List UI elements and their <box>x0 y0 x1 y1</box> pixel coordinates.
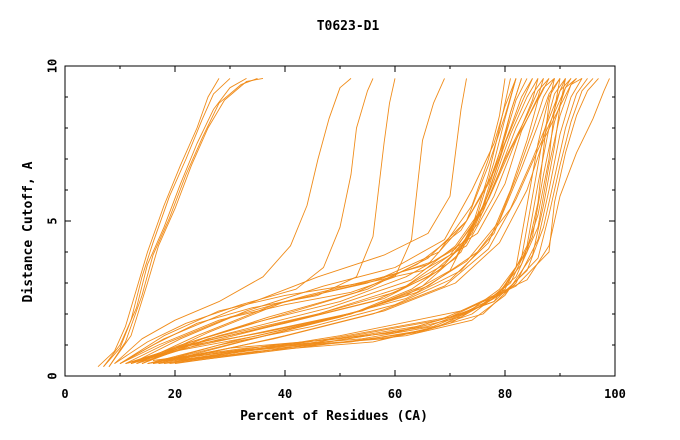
y-tick-label: 0 <box>46 372 60 379</box>
curve-m41 <box>136 78 539 365</box>
curve-m27 <box>169 78 583 365</box>
curve-m5 <box>108 77 264 367</box>
curve-m8 <box>119 78 396 364</box>
curve-m28 <box>174 78 588 365</box>
x-axis-label: Percent of Residues (CA) <box>240 409 428 424</box>
curve-m4 <box>108 77 258 367</box>
curve-m31 <box>185 78 610 361</box>
x-tick-label: 60 <box>388 387 402 401</box>
curve-m2 <box>103 78 231 367</box>
x-tick-label: 80 <box>498 387 512 401</box>
curve-m25 <box>163 78 555 361</box>
curve-m1 <box>97 78 220 368</box>
curve-m9 <box>119 78 445 365</box>
curve-m29 <box>174 78 594 361</box>
curves-group <box>97 77 610 368</box>
curve-m39 <box>152 78 555 365</box>
x-axis: 0 20 40 60 80 100 <box>61 66 626 401</box>
y-axis-label: Distance Cutoff, A <box>21 161 36 302</box>
curve-m30 <box>180 78 599 361</box>
curve-m6 <box>114 78 352 364</box>
curve-m24 <box>158 78 561 361</box>
curve-m36 <box>130 78 517 365</box>
y-tick-label: 10 <box>46 59 60 73</box>
curve-m11 <box>125 78 511 365</box>
curve-m18 <box>141 78 555 361</box>
curve-m43 <box>163 78 566 361</box>
chart-title: T0623-D1 <box>317 19 380 34</box>
curve-m7 <box>114 78 374 364</box>
curve-m45 <box>174 78 577 361</box>
curve-m16 <box>136 78 544 361</box>
x-tick-label: 20 <box>168 387 182 401</box>
curve-m35 <box>125 78 506 365</box>
x-tick-label: 40 <box>278 387 292 401</box>
y-tick-label: 5 <box>46 217 60 224</box>
curve-m14 <box>130 78 533 365</box>
curve-m26 <box>163 78 566 365</box>
curve-m10 <box>119 78 467 364</box>
curve-m42 <box>141 78 544 365</box>
plot-frame <box>64 65 616 377</box>
x-tick-label: 0 <box>61 387 68 401</box>
curve-m13 <box>130 78 522 365</box>
curve-m3 <box>103 78 247 367</box>
y-axis: 0 5 10 <box>46 59 615 380</box>
curve-m23 <box>158 78 583 365</box>
x-tick-label: 100 <box>604 387 626 401</box>
curve-m40 <box>158 78 561 365</box>
